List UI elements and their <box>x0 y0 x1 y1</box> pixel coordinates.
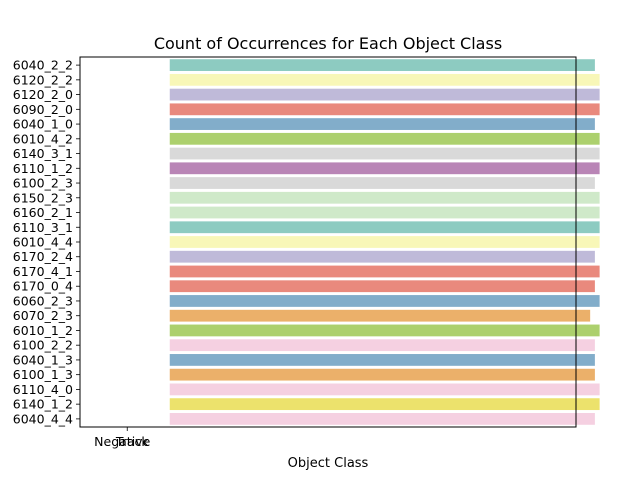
bar-6170_4_1 <box>169 265 600 278</box>
x-tick-label-negative: Negative <box>94 434 150 449</box>
y-tick-label: 6140_1_2 <box>13 397 73 412</box>
y-tick-label: 6010_4_4 <box>13 235 73 250</box>
bar-6040_4_4 <box>169 413 595 425</box>
bars-group <box>169 59 600 425</box>
bar-6110_3_1 <box>169 221 600 234</box>
y-tick-label: 6070_2_3 <box>13 308 73 323</box>
y-tick-label: 6060_2_3 <box>13 293 73 308</box>
bar-6100_2_3 <box>169 177 595 189</box>
bar-6060_2_3 <box>169 295 600 307</box>
bar-6140_1_2 <box>169 398 600 411</box>
bar-6040_2_2 <box>169 59 595 71</box>
bar-6150_2_3 <box>169 191 600 204</box>
y-tick-label: 6110_4_0 <box>13 382 73 397</box>
x-tick-label-track: Track <box>115 434 149 449</box>
y-tick-label: 6140_3_1 <box>13 146 73 161</box>
y-tick-label: 6110_1_2 <box>13 161 73 176</box>
chart-title: Count of Occurrences for Each Object Cla… <box>154 34 502 53</box>
bar-6090_2_0 <box>169 103 600 116</box>
bar-6070_2_3 <box>169 309 591 322</box>
y-tick-label: 6010_4_2 <box>13 131 73 146</box>
y-tick-label: 6040_2_2 <box>13 58 73 73</box>
y-tick-label: 6100_2_2 <box>13 338 73 353</box>
bar-6160_2_1 <box>169 206 600 219</box>
x-axis-label: Object Class <box>288 456 369 471</box>
bar-6110_4_0 <box>169 383 600 396</box>
y-tick-label: 6040_1_0 <box>13 117 73 132</box>
y-tick-label: 6090_2_0 <box>13 102 73 117</box>
y-tick-label: 6100_2_3 <box>13 176 73 191</box>
y-axis-ticks: 6040_2_26120_2_26120_2_06090_2_06040_1_0… <box>13 58 80 426</box>
bar-6120_2_0 <box>169 88 600 101</box>
y-tick-label: 6170_2_4 <box>13 249 73 264</box>
y-tick-label: 6120_2_0 <box>13 87 73 102</box>
plot-frame <box>79 56 577 428</box>
bar-6010_4_4 <box>169 236 600 248</box>
y-tick-label: 6120_2_2 <box>13 72 73 87</box>
y-tick-label: 6040_1_3 <box>13 352 73 367</box>
y-tick-label: 6010_1_2 <box>13 323 73 338</box>
bar-6040_1_3 <box>169 354 595 366</box>
bar-6140_3_1 <box>169 147 600 160</box>
bar-6170_2_4 <box>169 250 595 263</box>
bar-6110_1_2 <box>169 162 600 175</box>
y-tick-label: 6170_0_4 <box>13 279 73 294</box>
y-tick-label: 6170_4_1 <box>13 264 73 279</box>
bar-6010_1_2 <box>169 324 600 337</box>
y-tick-label: 6160_2_1 <box>13 205 73 220</box>
bar-6010_4_2 <box>169 132 600 145</box>
y-tick-label: 6100_1_3 <box>13 367 73 382</box>
y-tick-label: 6150_2_3 <box>13 190 73 205</box>
y-tick-label: 6040_4_4 <box>13 411 73 426</box>
bar-6040_1_0 <box>169 118 595 130</box>
bar-6170_0_4 <box>169 280 595 293</box>
bar-6120_2_2 <box>169 73 600 86</box>
y-tick-label: 6110_3_1 <box>13 220 73 235</box>
bar-6100_1_3 <box>169 368 595 381</box>
bar-6100_2_2 <box>169 339 595 352</box>
